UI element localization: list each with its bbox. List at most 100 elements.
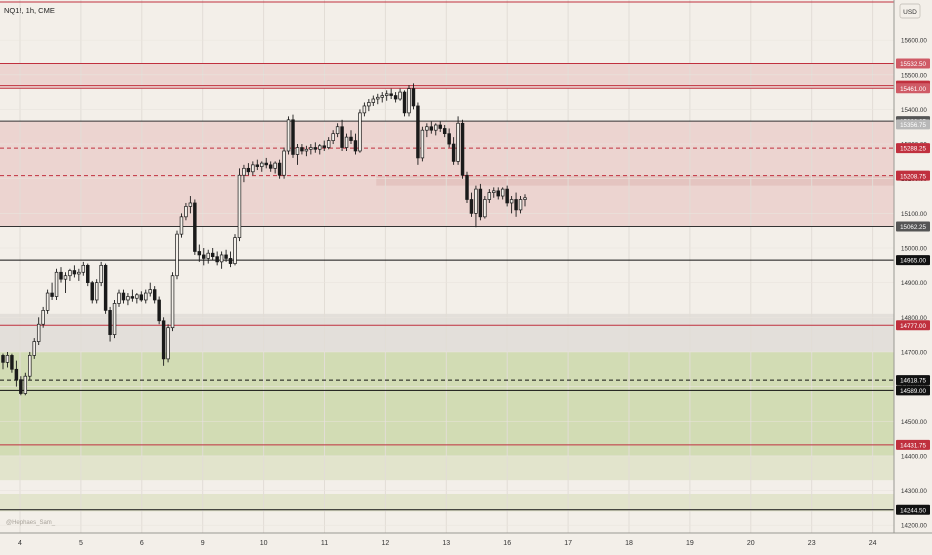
- candle-62: [277, 159, 282, 179]
- candle-3: [14, 360, 19, 387]
- candle-body-up: [148, 289, 152, 294]
- candle-body-down: [313, 147, 318, 150]
- candle-body-up: [68, 270, 72, 277]
- candle-body-down: [10, 355, 14, 370]
- candle-body-up: [63, 275, 68, 280]
- candle-body-down: [139, 294, 144, 301]
- candle-body-down: [322, 145, 326, 148]
- candle-body-up: [23, 375, 28, 394]
- candle-30: [135, 293, 139, 304]
- candle-body-down: [496, 190, 500, 197]
- candle-body-up: [318, 145, 322, 150]
- candle-body-down: [469, 199, 474, 214]
- candle-body-up: [5, 355, 10, 363]
- candle-87: [389, 88, 393, 100]
- candle-6: [28, 351, 32, 380]
- price-tag-label: 15062.25: [900, 224, 926, 231]
- candle-29: [130, 289, 135, 302]
- price-tag-bg: [896, 375, 930, 386]
- candle-54: [242, 164, 246, 183]
- candle-85: [380, 92, 384, 103]
- candle-body-up: [36, 323, 41, 342]
- candle-21: [94, 279, 99, 304]
- candle-body-up: [28, 355, 32, 377]
- candle-body-down: [353, 140, 358, 152]
- candle-body-up: [344, 136, 349, 148]
- candle-25: [112, 299, 117, 339]
- x-tick-label: 9: [201, 540, 205, 547]
- price-tag-label: 14618.75: [900, 378, 926, 385]
- candle-63: [282, 147, 286, 179]
- candle-body-up: [117, 292, 121, 304]
- candle-36: [161, 317, 166, 366]
- currency-label: USD: [903, 9, 917, 16]
- candle-body-down: [514, 199, 518, 211]
- candle-body-down: [478, 188, 483, 218]
- candle-body-down: [157, 299, 161, 322]
- x-tick-label: 24: [869, 540, 877, 547]
- candle-body-up: [77, 271, 81, 275]
- y-tick-label: 15500.00: [901, 72, 927, 79]
- candle-body-down: [59, 271, 63, 280]
- y-tick-label: 15600.00: [901, 38, 927, 45]
- candle-7: [32, 338, 36, 359]
- candle-body-down: [90, 282, 94, 301]
- candle-37: [166, 324, 170, 363]
- price-tag-14965.00: 14965.00: [896, 255, 930, 266]
- candle-105: [469, 192, 474, 217]
- candle-68: [304, 145, 309, 157]
- candle-body-down: [202, 254, 206, 259]
- candle-body-down: [411, 88, 416, 107]
- candle-113: [505, 185, 509, 207]
- candle-73: [326, 137, 331, 150]
- y-tick-label: 14900.00: [901, 280, 927, 287]
- candle-body-up: [282, 150, 286, 176]
- price-tag-bg: [896, 385, 930, 396]
- price-tag-bg: [896, 119, 930, 130]
- candle-95: [425, 123, 429, 138]
- candle-100: [447, 128, 451, 148]
- candle-body-up: [376, 96, 380, 100]
- currency-button[interactable]: USD: [899, 3, 921, 19]
- candle-78: [349, 130, 353, 145]
- candle-103: [460, 119, 465, 179]
- candle-45: [202, 248, 206, 266]
- candle-body-up: [331, 133, 335, 141]
- candle-body-down: [416, 105, 420, 159]
- candle-body-down: [349, 136, 353, 141]
- price-tag-15532.50: 15532.50: [896, 58, 930, 69]
- candle-body-down: [291, 119, 295, 155]
- candle-65: [291, 114, 295, 158]
- candle-86: [384, 90, 389, 101]
- candle-51: [228, 251, 233, 268]
- zone-2: [376, 175, 894, 186]
- candle-body-down: [402, 91, 407, 114]
- candle-1: [5, 351, 10, 368]
- candle-body-down: [130, 296, 135, 299]
- candle-body-down: [460, 122, 465, 176]
- candle-body-down: [465, 174, 469, 200]
- candle-body-up: [219, 254, 224, 263]
- x-tick-label: 6: [140, 540, 144, 547]
- grid-layer: [0, 0, 894, 533]
- candle-body-up: [380, 95, 384, 98]
- candle-body-up: [32, 341, 36, 356]
- x-tick-label: 16: [503, 540, 511, 547]
- price-tag-15461.00: 15461.00: [896, 83, 930, 94]
- price-tag-14618.75: 14618.75: [896, 375, 930, 386]
- candle-body-down: [197, 251, 202, 256]
- candle-11: [50, 282, 54, 300]
- candle-body-down: [193, 202, 197, 252]
- candle-61: [273, 161, 277, 174]
- candle-89: [398, 88, 402, 101]
- price-tag-14431.75: 14431.75: [896, 439, 930, 450]
- candle-body-down: [121, 292, 126, 301]
- candle-55: [246, 163, 251, 176]
- symbol-title: NQ1!, 1h, CME: [4, 6, 55, 15]
- candle-74: [331, 130, 335, 145]
- candle-body-up: [362, 105, 367, 114]
- candle-body-up: [273, 162, 277, 169]
- candle-98: [438, 121, 442, 132]
- candle-76: [340, 119, 344, 151]
